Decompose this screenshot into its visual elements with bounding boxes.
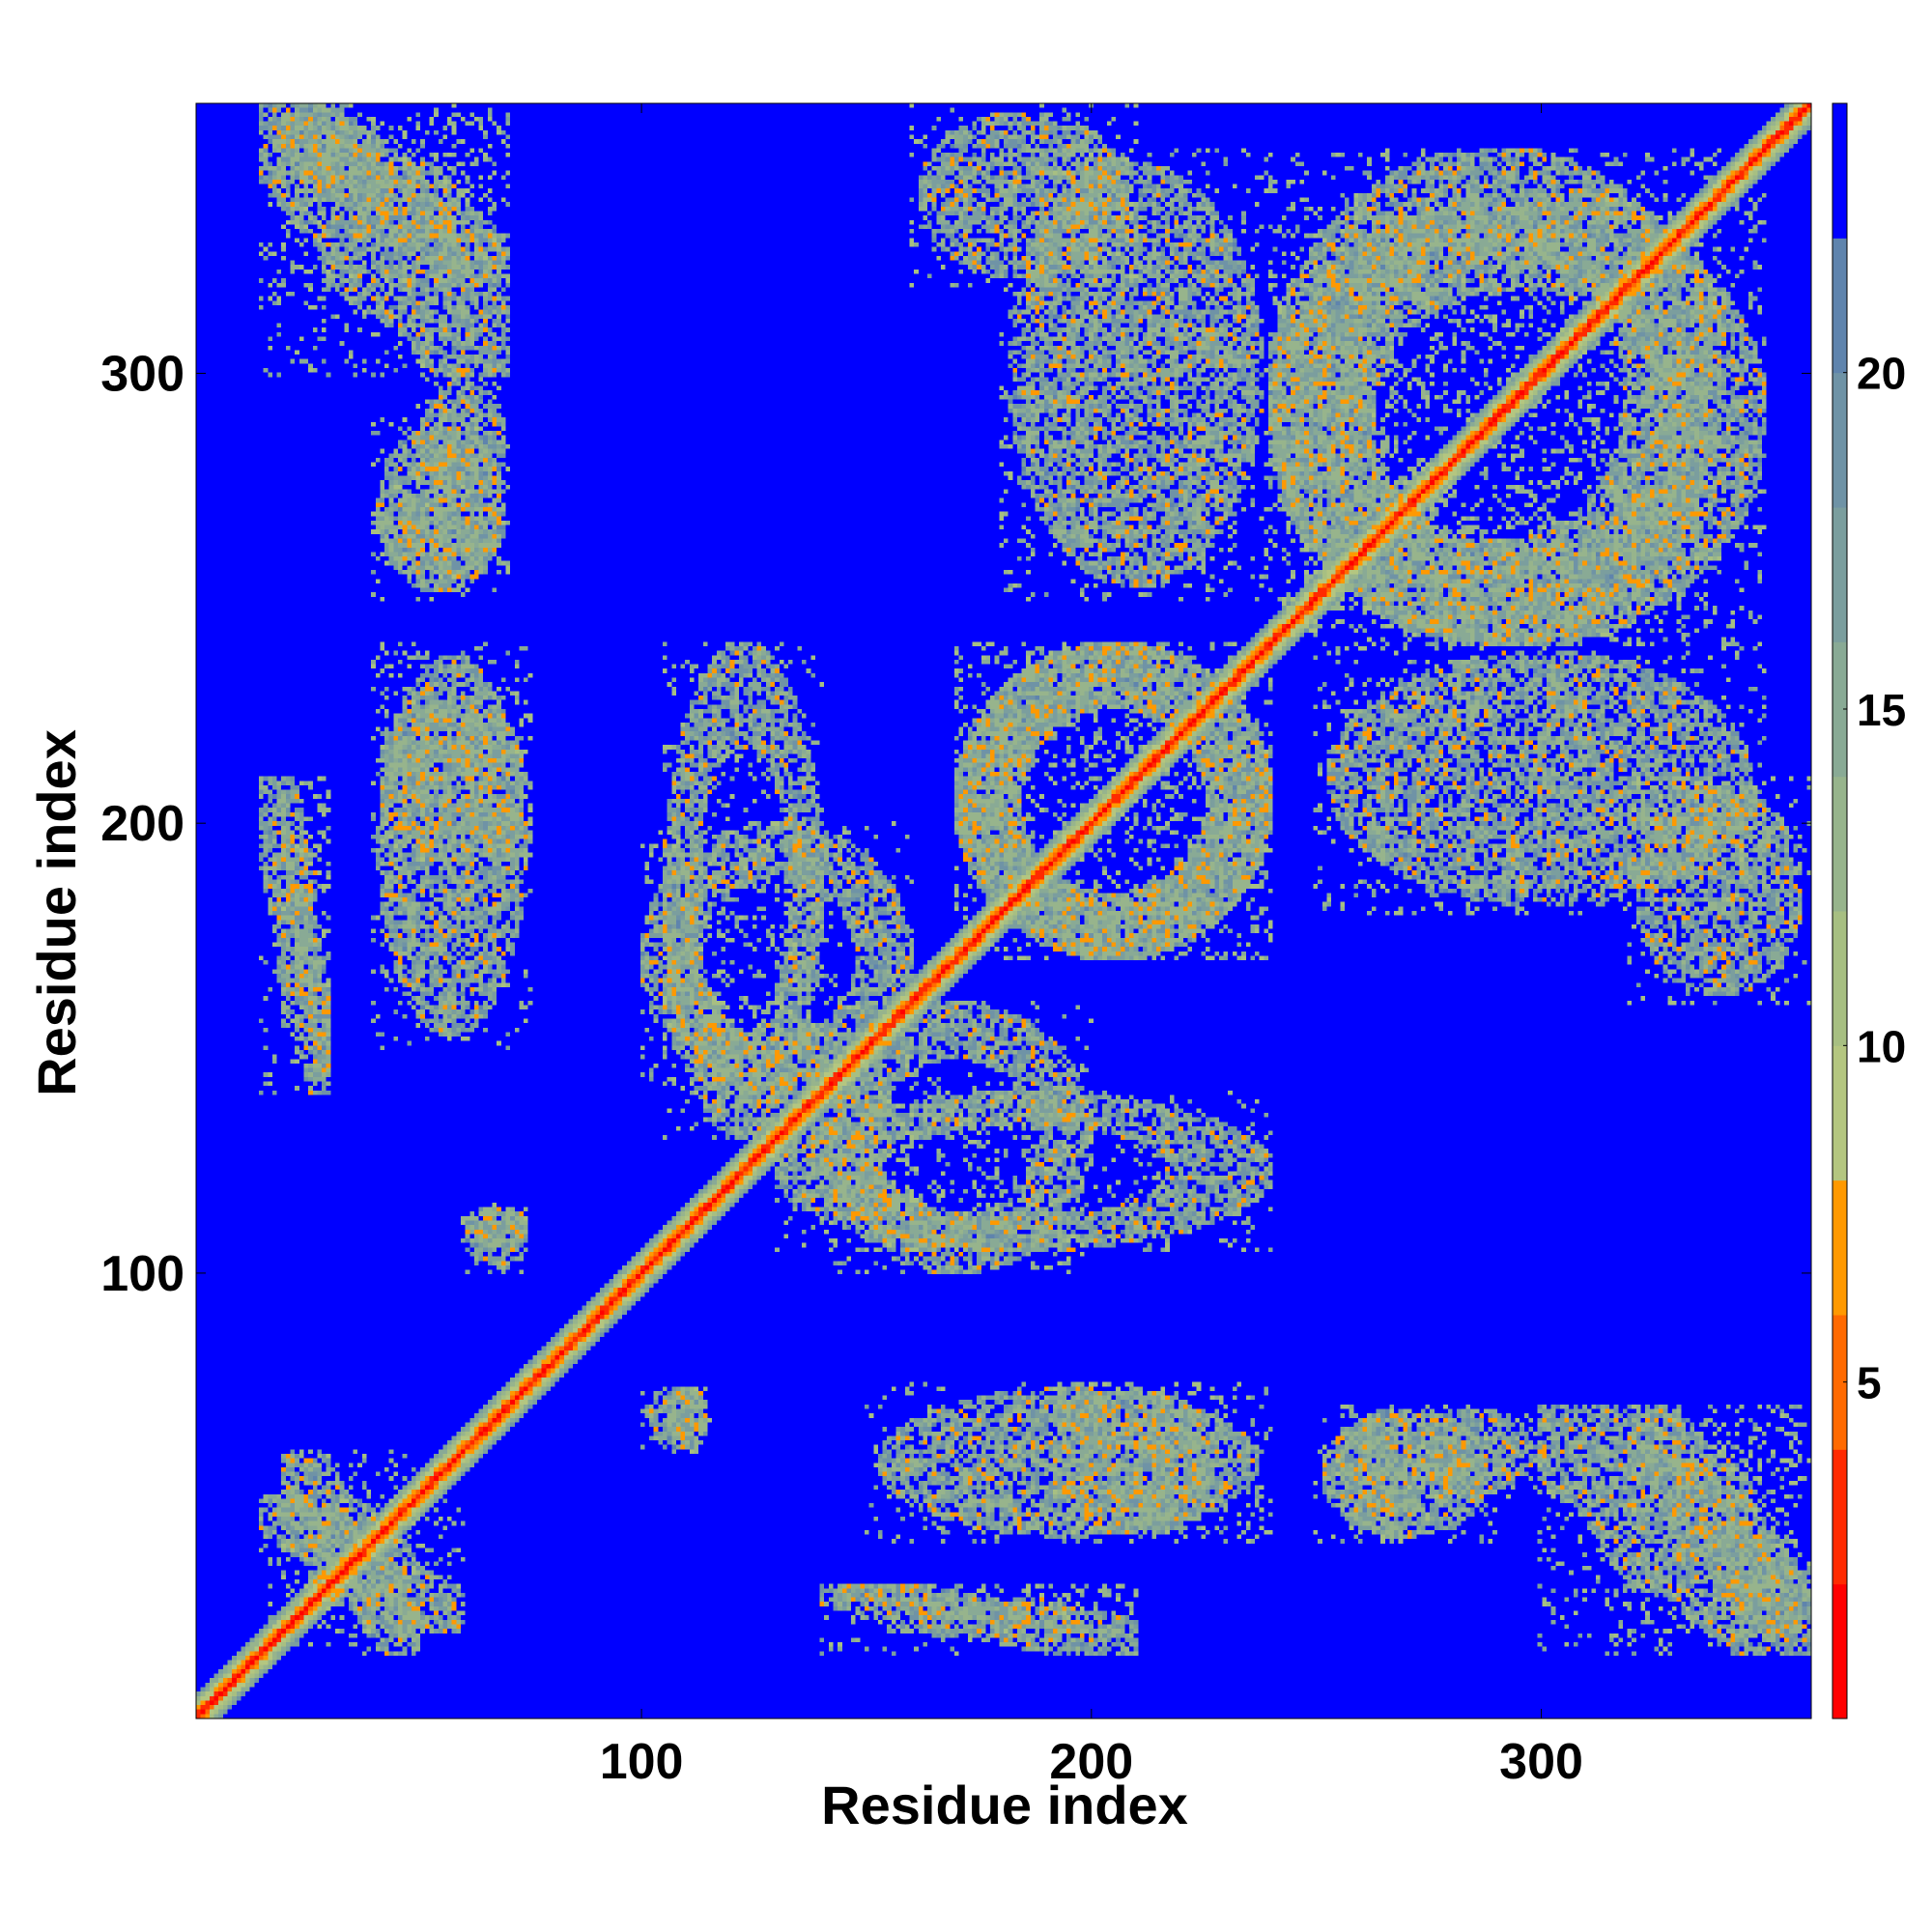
x-tick-label: 200 [1049, 1734, 1133, 1790]
colorbar: 5 10 15 20 [1832, 102, 1906, 1719]
y-axis: 100 200 300 [100, 346, 1811, 1302]
y-axis-title: Residue index [26, 729, 87, 1096]
colorbar-tick-label: 10 [1857, 1021, 1906, 1071]
colorbar-level [1833, 1179, 1847, 1316]
y-tick-label: 300 [100, 346, 185, 402]
colorbar-tick-label: 20 [1857, 349, 1906, 399]
colorbar-tick-label: 5 [1857, 1358, 1882, 1408]
colorbar-level [1833, 776, 1847, 912]
colorbar-level [1833, 1315, 1847, 1450]
colorbar-level [1833, 1449, 1847, 1585]
colorbar-level [1833, 1583, 1847, 1719]
x-axis: 100 200 300 [600, 103, 1583, 1790]
y-tick-label: 100 [100, 1246, 185, 1302]
colorbar-level [1833, 238, 1847, 374]
colorbar-level [1833, 507, 1847, 642]
colorbar-level [1833, 911, 1847, 1046]
colorbar-level [1833, 372, 1847, 508]
x-tick-label: 100 [600, 1734, 684, 1790]
plot-frame [195, 102, 1812, 1719]
colorbar-level [1833, 641, 1847, 778]
x-axis-title: Residue index [821, 1775, 1188, 1835]
heatmap-image [196, 103, 1811, 1719]
y-tick-label: 200 [100, 796, 185, 852]
plot-area [195, 102, 1812, 1719]
colorbar-level [1833, 103, 1847, 239]
colorbar-tick-label: 15 [1857, 685, 1906, 735]
colorbar-frame [1832, 102, 1848, 1719]
colorbar-level [1833, 1045, 1847, 1181]
x-tick-label: 300 [1499, 1734, 1583, 1790]
